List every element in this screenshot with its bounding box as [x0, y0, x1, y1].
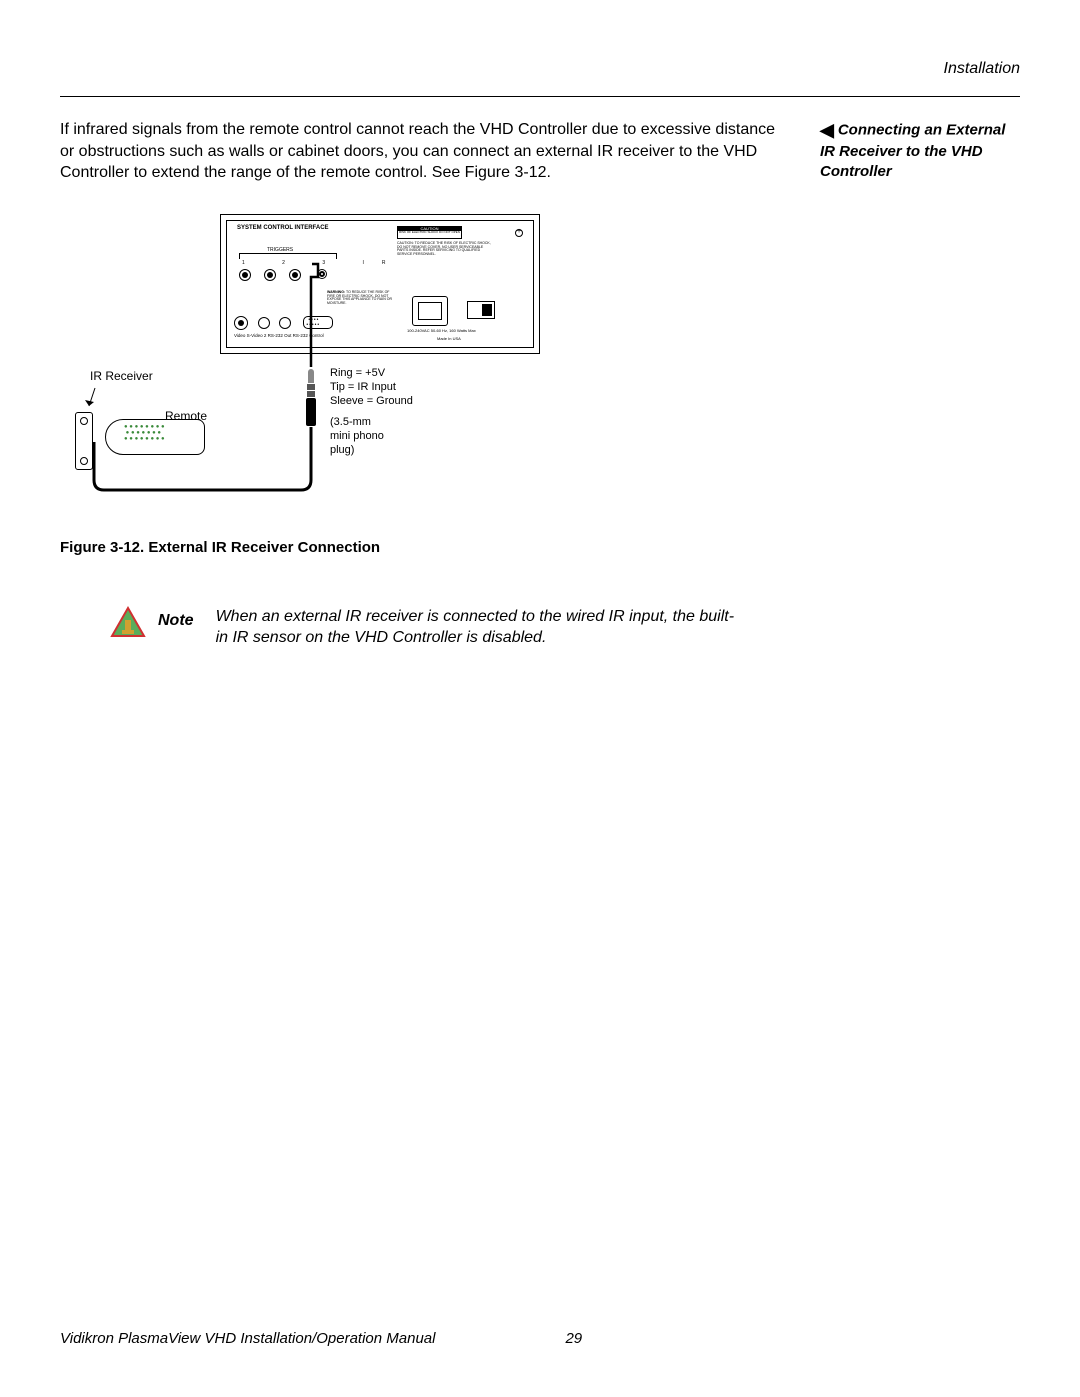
jack-1: [239, 269, 251, 281]
caution-sub: RISK OF ELECTRIC SHOCK DO NOT OPEN: [398, 231, 461, 234]
jack-ir: [317, 269, 327, 279]
footer-title: Vidikron PlasmaView VHD Installation/Ope…: [60, 1330, 435, 1347]
arrow-left-icon: ◀: [820, 120, 834, 140]
sys-ctrl-label: SYSTEM CONTROL INTERFACE: [237, 225, 329, 231]
svideo-jack: [258, 317, 270, 329]
plug-line3: Sleeve = Ground: [330, 394, 413, 408]
bottom-jacks: [234, 314, 333, 332]
plug-ring-2: [307, 391, 315, 397]
header-divider: [60, 96, 1020, 97]
power-socket: [412, 296, 448, 326]
footer-page: 29: [565, 1330, 582, 1347]
footer: Vidikron PlasmaView VHD Installation/Ope…: [60, 1330, 1020, 1347]
made-label: Made In USA: [437, 336, 461, 341]
jack-3: [289, 269, 301, 281]
voltage-label: 100-240VAC 50-60 Hz, 160 Watts Max: [407, 328, 476, 333]
plug-line4: (3.5-mm: [330, 415, 413, 429]
plug-line5: mini phono: [330, 429, 413, 443]
plug-line2: Tip = IR Input: [330, 380, 413, 394]
panel-inner: SYSTEM CONTROL INTERFACE TRIGGERS 1 2 3 …: [226, 220, 534, 348]
note-section: Note When an external IR receiver is con…: [60, 606, 1020, 649]
body-paragraph: If infrared signals from the remote cont…: [60, 119, 790, 184]
rs232-port: [303, 316, 333, 329]
note-text: When an external IR receiver is connecte…: [216, 606, 736, 649]
jack-2: [264, 269, 276, 281]
caution-box: CAUTION RISK OF ELECTRIC SHOCK DO NOT OP…: [397, 226, 462, 239]
ir-receiver-label: IR Receiver: [90, 369, 153, 383]
power-inner: [418, 302, 442, 320]
plug-line1: Ring = +5V: [330, 366, 413, 380]
side-heading-text: Connecting an External IR Receiver to th…: [820, 122, 1005, 180]
remote-buttons: ● ● ● ● ● ● ● ● ● ● ● ● ● ● ●● ● ● ● ● ●…: [124, 424, 165, 442]
plug-body: [306, 398, 316, 426]
note-label: Note: [158, 606, 194, 630]
figure-caption: Figure 3-12. External IR Receiver Connec…: [60, 539, 1020, 556]
plug-labels: Ring = +5V Tip = IR Input Sleeve = Groun…: [330, 366, 413, 458]
rs232out-jack: [279, 317, 291, 329]
phono-plug: [306, 369, 316, 429]
plug-ring: [307, 384, 315, 390]
side-heading: ◀Connecting an External IR Receiver to t…: [820, 119, 1020, 184]
diagram: SYSTEM CONTROL INTERFACE TRIGGERS 1 2 3 …: [70, 214, 570, 504]
screw-icon: [515, 229, 523, 237]
video-jack: [234, 316, 248, 330]
bracket: [239, 253, 337, 259]
plug-tip: [308, 369, 314, 383]
arrow-down-icon: [85, 386, 105, 411]
controller-panel: SYSTEM CONTROL INTERFACE TRIGGERS 1 2 3 …: [220, 214, 540, 354]
warning-text: WARNING: TO REDUCE THE RISK OF FIRE OR E…: [327, 291, 392, 306]
ir-receiver-device: [75, 412, 93, 470]
remote-control: ● ● ● ● ● ● ● ● ● ● ● ● ● ● ●● ● ● ● ● ●…: [105, 419, 205, 455]
note-icon: [110, 606, 146, 638]
trigger-nums: 1 2 3 IR: [242, 260, 404, 266]
port-labels: Video S-Video 2 RS-232 Out RS-232 Contro…: [234, 333, 324, 338]
power-switch: [467, 301, 495, 319]
header-section: Installation: [60, 60, 1020, 78]
plug-line6: plug): [330, 443, 413, 457]
caution-body: CAUTION: TO REDUCE THE RISK OF ELECTRIC …: [397, 242, 492, 257]
